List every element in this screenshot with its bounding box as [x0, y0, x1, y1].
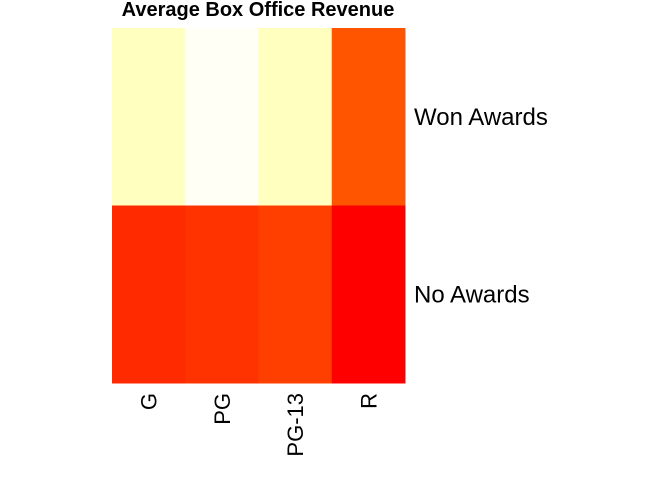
column-label: PG-13: [283, 393, 308, 457]
heatmap-cell-0-1: [185, 28, 259, 206]
heatmap-cell-0-3: [331, 28, 406, 206]
column-label: G: [137, 393, 162, 410]
heatmap-cell-1-1: [185, 205, 259, 384]
chart-title: Average Box Office Revenue: [122, 0, 395, 21]
row-label: Won Awards: [414, 104, 548, 131]
row-label: No Awards: [414, 281, 530, 308]
heatmap-cell-0-0: [112, 28, 186, 206]
column-label: R: [356, 393, 381, 409]
heatmap-cell-1-2: [258, 205, 333, 384]
heatmap-cells: [112, 28, 406, 384]
heatmap-cell-1-0: [112, 205, 186, 384]
row-labels: Won Awards No Awards: [414, 104, 548, 309]
heatmap-cell-0-2: [258, 28, 333, 206]
column-labels: G PG PG-13 R: [137, 393, 382, 457]
column-label: PG: [210, 393, 235, 425]
heatmap-cell-1-3: [331, 205, 406, 384]
